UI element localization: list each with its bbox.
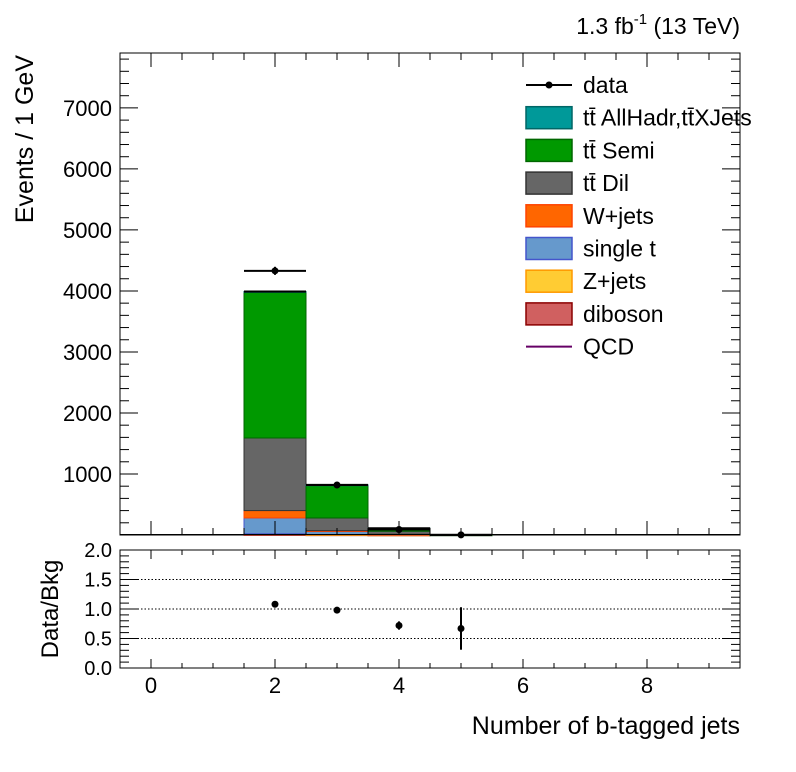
main-panel: 1000 2000 3000 4000 5000 6000 7000 Events / 1 … (11, 52, 741, 539)
x-tick-label: 0 (145, 673, 157, 698)
x-tick-labels: 0 2 4 6 8 (145, 673, 653, 698)
legend-label: QCD (583, 334, 634, 360)
ratio-panel: 0.0 0.5 1.0 1.5 2.0 0 2 4 6 8 Data/Bkg Number of… (37, 540, 741, 740)
y-tick-label: 0.0 (84, 658, 112, 680)
legend-label: single t (583, 236, 656, 262)
legend-swatch (525, 105, 573, 130)
ratio-marker (457, 624, 465, 632)
data-marker (271, 267, 279, 275)
legend-swatch (525, 171, 573, 195)
legend-label: W+jets (583, 203, 654, 229)
bar-tt-semi-bin-3 (305, 484, 369, 519)
ratio-point-3 (333, 606, 341, 614)
legend-swatch (525, 138, 573, 163)
bar-tt-dil-bin-2 (243, 437, 307, 512)
ratio-axes-ticks (120, 550, 740, 668)
bar-w-jets-bin-2 (243, 510, 307, 519)
x-axis-title: Number of b-tagged jets (472, 712, 740, 740)
legend-label: tt̄ AllHadr,tt̄XJets (583, 105, 752, 131)
legend: data tt̄ AllHadr,tt̄XJets tt̄ Semi tt̄ Dil W… (525, 72, 752, 360)
x-tick-label: 8 (641, 673, 653, 698)
main-y-tick-labels: 1000 2000 3000 4000 5000 6000 7000 (63, 96, 112, 487)
legend-label: tt̄ Dil (583, 170, 629, 196)
ratio-marker (333, 606, 341, 614)
y-tick-label: 3000 (63, 340, 112, 365)
stacked-histogram (120, 290, 740, 537)
y-tick-label: 1.0 (84, 599, 112, 621)
legend-entry-qcd: QCD (526, 334, 634, 360)
bar-tt-semi-bin-2 (243, 291, 307, 439)
ratio-point-4 (395, 621, 403, 630)
legend-label: diboson (583, 301, 664, 327)
y-tick-label: 5000 (63, 218, 112, 243)
legend-entry-z-jets: Z+jets (525, 268, 646, 294)
ratio-points (271, 600, 465, 650)
x-tick-label: 4 (393, 673, 405, 698)
y-tick-label: 0.5 (84, 629, 112, 651)
y-tick-label: 7000 (63, 96, 112, 121)
ratio-y-tick-labels: 0.0 0.5 1.0 1.5 2.0 (84, 540, 112, 680)
y-tick-label: 2000 (63, 401, 112, 426)
y-tick-label: 2.0 (84, 540, 112, 562)
legend-entry-diboson: diboson (525, 301, 664, 327)
legend-swatch (525, 302, 573, 326)
legend-entry-w-jets: W+jets (525, 203, 654, 229)
legend-marker (545, 81, 553, 89)
legend-swatch (525, 204, 573, 228)
y-tick-label: 6000 (63, 157, 112, 182)
data-point-2 (244, 266, 306, 275)
legend-swatch (525, 236, 573, 261)
y-tick-label: 1.5 (84, 570, 112, 592)
ratio-point-5 (457, 607, 465, 650)
legend-label: data (583, 72, 628, 98)
ratio-y-axis-title: Data/Bkg (37, 560, 64, 659)
ratio-panel-frame (119, 549, 741, 669)
legend-entry-data: data (526, 72, 628, 98)
legend-entry-tt-semi: tt̄ Semi (525, 137, 655, 163)
legend-swatch (525, 269, 573, 293)
ratio-gridlines (120, 579, 740, 639)
x-tick-label: 6 (517, 673, 529, 698)
lumi-label: 1.3 fb-1 (13 TeV) (576, 11, 740, 39)
y-tick-label: 1000 (63, 462, 112, 487)
ratio-marker (395, 622, 403, 630)
main-axes-ticks (120, 53, 740, 535)
ratio-point-2 (271, 600, 279, 608)
legend-entry-single-t: single t (525, 236, 656, 262)
main-y-axis-title: Events / 1 GeV (11, 55, 39, 223)
data-marker (333, 481, 341, 489)
legend-entry-tt-dil: tt̄ Dil (525, 170, 629, 196)
ratio-marker (271, 600, 279, 608)
legend-label: Z+jets (583, 268, 646, 294)
y-tick-label: 4000 (63, 279, 112, 304)
data-point-3 (306, 481, 368, 489)
legend-entry-tt-allhadr-tt-xjets: tt̄ AllHadr,tt̄XJets (525, 105, 752, 131)
legend-label: tt̄ Semi (583, 137, 655, 163)
x-tick-label: 2 (269, 673, 281, 698)
